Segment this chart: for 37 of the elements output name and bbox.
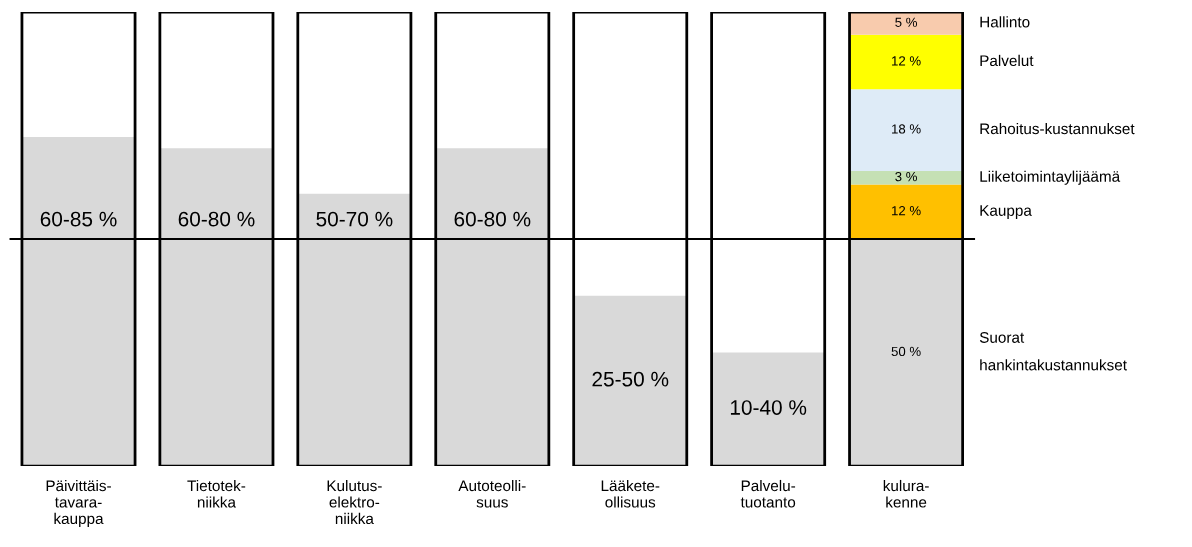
x-tick-label: Päivittäis- tavara- kauppa: [46, 479, 111, 528]
bar: [849, 89, 963, 171]
annotation: 60-80 %: [454, 211, 531, 227]
series-label: Kauppa: [980, 205, 1032, 219]
annotation: 50-70 %: [316, 211, 393, 227]
x-tick-label: Autoteolli- suus: [458, 479, 526, 508]
x-tick-label: Tietotek- niikka: [187, 479, 246, 508]
x-tick-label: kulura- kenne: [883, 479, 929, 508]
bar: [21, 136, 136, 467]
bar: [849, 12, 963, 35]
bar: [435, 148, 549, 467]
data-label: 3 %: [895, 171, 917, 182]
annotation: 25-50 %: [592, 371, 669, 387]
series-label: Palvelut: [980, 54, 1034, 67]
bar: [573, 295, 687, 467]
annotation: 10-40 %: [730, 400, 807, 415]
bar: [849, 239, 963, 467]
x-tick-label: Kulutus- elektro- niikka: [327, 479, 382, 525]
bar: [849, 170, 963, 185]
annotation: 60-85 %: [40, 211, 117, 227]
data-label: 12 %: [892, 206, 921, 216]
bar: [849, 184, 963, 240]
bar: [159, 148, 273, 467]
series-label: Liiketoimintaylijäämä: [980, 170, 1121, 185]
bar: [297, 193, 411, 467]
x-tick-label: Palvelu- tuotanto: [740, 479, 796, 508]
data-label: 50 %: [891, 346, 921, 357]
series-label: Hallinto: [980, 16, 1030, 28]
data-label: 5 %: [895, 17, 917, 27]
data-label: 12 %: [892, 56, 921, 66]
series-label: Rahoitus-kustannukset: [980, 122, 1135, 135]
annotation: 60-80 %: [178, 211, 255, 227]
data-label: 18 %: [892, 124, 921, 134]
bar: [711, 352, 825, 467]
x-tick-label: Lääkete- ollisuus: [601, 479, 660, 508]
bar: [849, 34, 963, 90]
series-label: Suorat hankintakustannukset: [979, 332, 1127, 371]
